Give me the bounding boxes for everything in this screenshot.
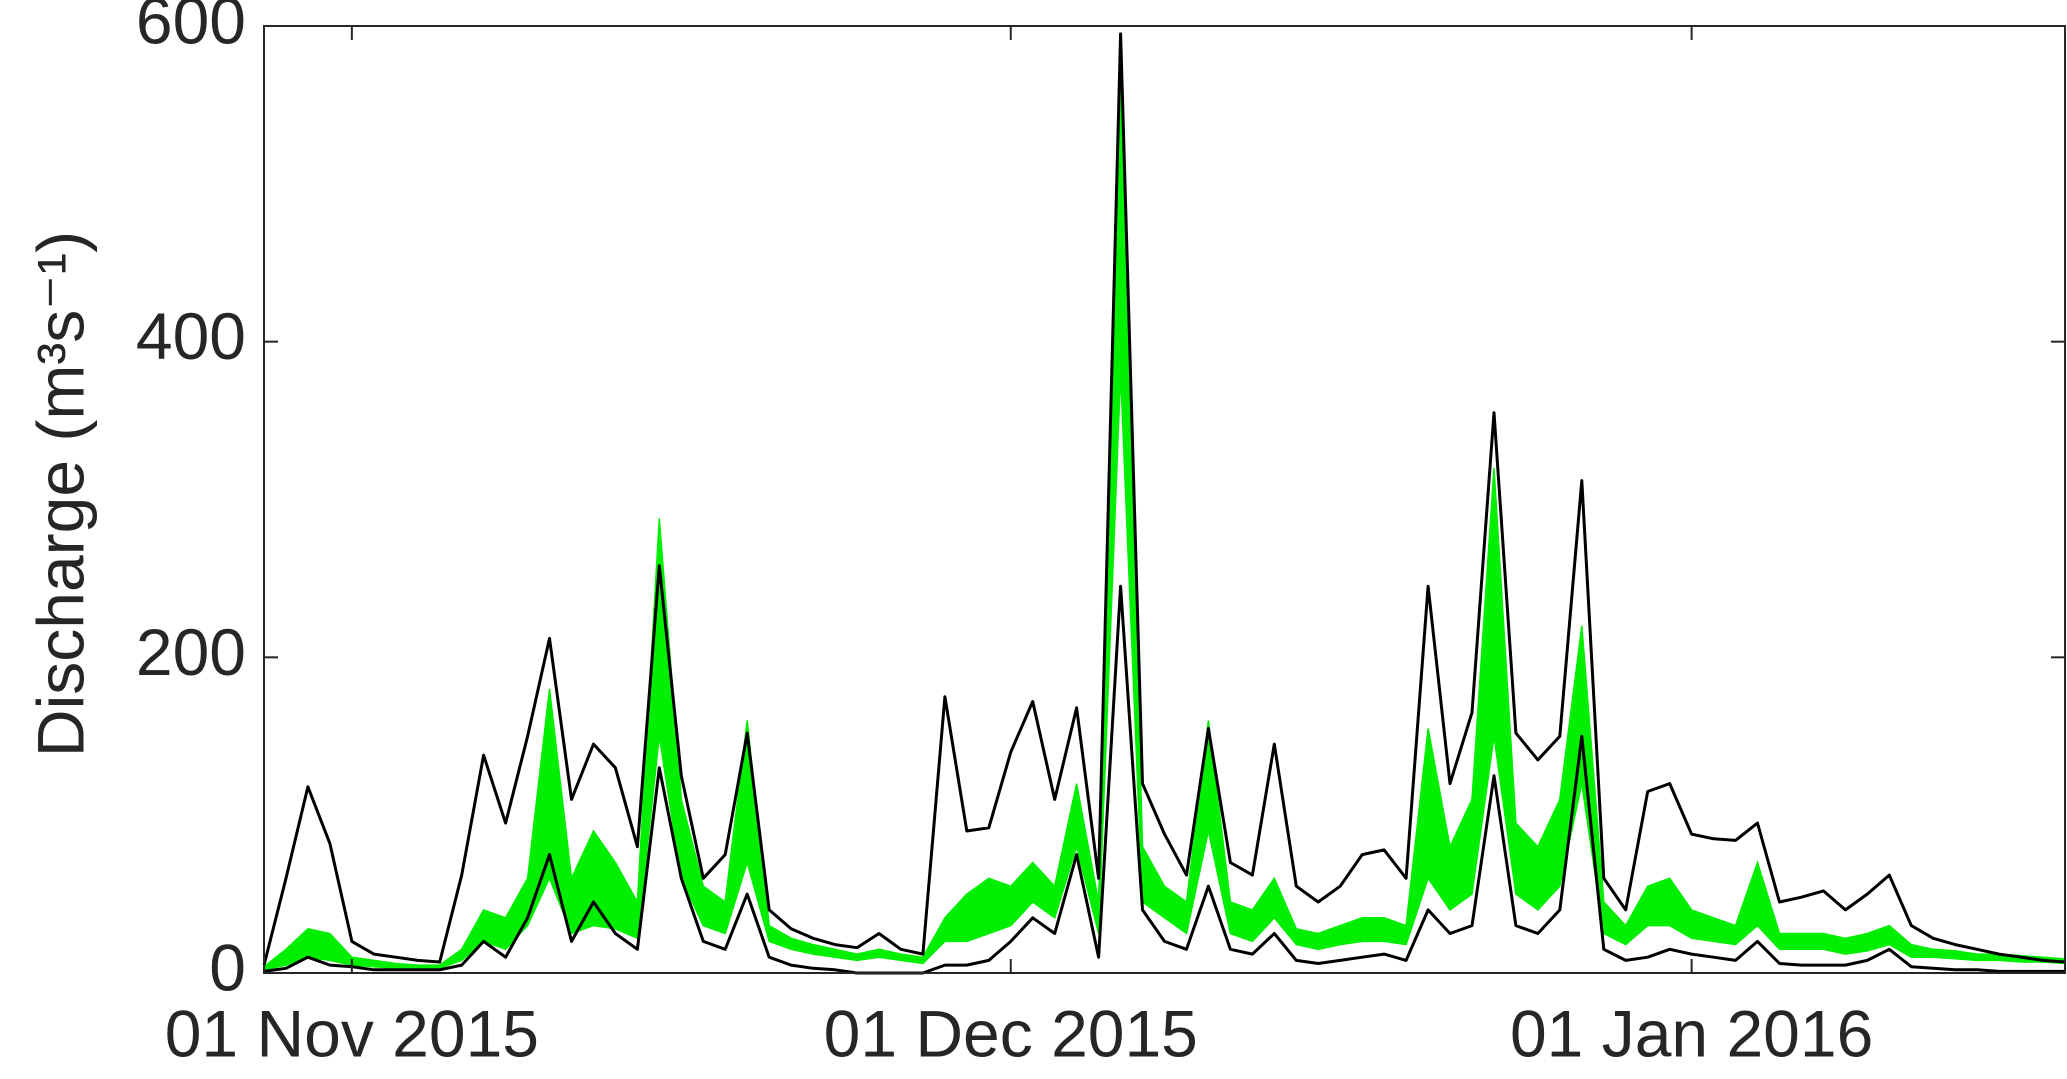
y-tick-label: 0 — [209, 930, 246, 1004]
y-tick-label: 600 — [136, 0, 246, 57]
y-tick-label: 400 — [136, 299, 246, 373]
series-line — [263, 584, 2065, 975]
x-tick-label: 01 Jan 2016 — [1510, 996, 1873, 1070]
series-line — [262, 32, 2066, 966]
plot-frame — [263, 25, 2066, 974]
x-tick-label: 01 Nov 2015 — [165, 996, 539, 1070]
y-axis-label: Discharge (m³s⁻¹) — [23, 231, 97, 757]
x-tick-label: 01 Dec 2015 — [824, 996, 1198, 1070]
y-tick-label: 200 — [136, 615, 246, 689]
